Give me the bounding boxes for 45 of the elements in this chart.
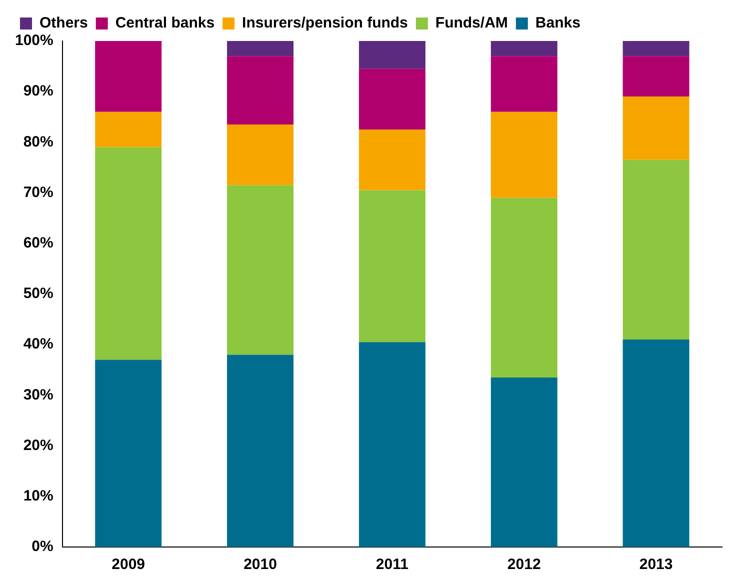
x-tick-label: 2013 xyxy=(639,556,673,574)
bar xyxy=(227,185,294,355)
bar xyxy=(227,41,294,56)
x-tick-label: 2010 xyxy=(244,556,277,574)
bar xyxy=(95,360,162,547)
bar xyxy=(622,96,690,160)
bar xyxy=(490,112,558,198)
y-tick-label: 90% xyxy=(23,82,54,100)
bar xyxy=(490,41,558,56)
y-tick-label: 40% xyxy=(23,336,54,353)
bar xyxy=(490,56,558,112)
bar xyxy=(358,41,426,69)
bar xyxy=(622,56,690,97)
y-tick-label: 0% xyxy=(32,538,54,556)
y-tick-label: 70% xyxy=(23,184,54,201)
legend-label: Others xyxy=(40,14,88,32)
bar xyxy=(95,41,162,112)
x-tick-label: 2009 xyxy=(112,556,146,574)
legend-label: Banks xyxy=(535,14,580,32)
bar xyxy=(227,124,294,186)
bar xyxy=(490,377,558,547)
x-tick-label: 2011 xyxy=(376,556,408,574)
y-tick-label: 80% xyxy=(23,133,54,150)
legend-label: Central banks xyxy=(115,14,215,32)
bar xyxy=(358,342,426,547)
y-tick-label: 50% xyxy=(23,285,54,302)
bar xyxy=(358,190,426,342)
bar xyxy=(622,41,690,56)
y-tick-label: 100% xyxy=(14,32,54,50)
bar xyxy=(622,340,690,547)
bar xyxy=(358,130,426,190)
bar xyxy=(95,112,162,148)
bar xyxy=(622,160,690,340)
y-tick-label: 60% xyxy=(23,234,54,252)
legend-label: Funds/AM xyxy=(435,14,508,32)
bar xyxy=(95,147,162,360)
x-tick-label: 2012 xyxy=(507,556,541,574)
bar xyxy=(227,56,294,124)
bar xyxy=(358,68,426,130)
legend-label: Insurers/pension funds xyxy=(242,14,408,32)
bar xyxy=(227,354,294,547)
y-tick-label: 20% xyxy=(23,436,54,454)
y-tick-label: 30% xyxy=(23,386,54,404)
bar xyxy=(490,198,558,378)
y-tick-label: 10% xyxy=(23,488,54,505)
